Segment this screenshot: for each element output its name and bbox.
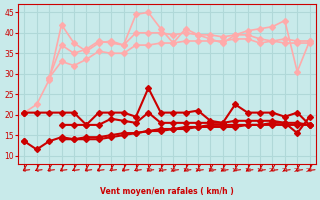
X-axis label: Vent moyen/en rafales ( km/h ): Vent moyen/en rafales ( km/h ) xyxy=(100,187,234,196)
